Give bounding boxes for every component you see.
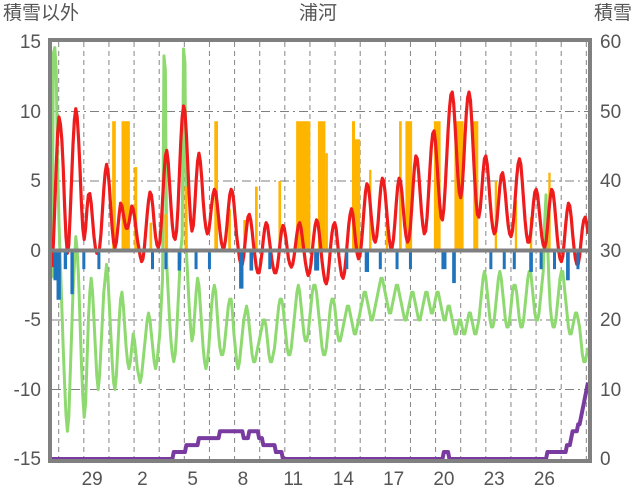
dewpoint-line xyxy=(52,46,588,433)
precipitation-bar xyxy=(63,252,68,270)
snow-depth-line xyxy=(52,382,588,459)
right-tick-10: 10 xyxy=(600,379,622,401)
left-tick-5: 5 xyxy=(30,171,41,192)
precipitation-bar xyxy=(529,252,533,272)
sunshine-bar xyxy=(325,153,328,251)
left-tick-15: 15 xyxy=(19,32,41,53)
precipitation-bar xyxy=(489,252,493,270)
precipitation-bar xyxy=(566,252,570,281)
precipitation-bar xyxy=(364,252,370,272)
sunshine-bar xyxy=(385,222,389,251)
precipitation-bar xyxy=(268,252,272,270)
left-tick--10: -10 xyxy=(13,379,41,401)
left-tick-10: 10 xyxy=(19,101,41,123)
sunshine-bar xyxy=(353,139,361,251)
precipitation-bar xyxy=(194,252,198,270)
x-tick-11: 11 xyxy=(283,469,304,490)
precipitation-bar xyxy=(502,252,506,270)
sunshine-bar xyxy=(214,121,218,251)
left-tick--15: -15 xyxy=(13,449,41,470)
chart-canvas xyxy=(52,42,588,459)
sunshine-bar xyxy=(164,214,168,251)
precipitation-bar xyxy=(239,252,244,289)
right-tick-40: 40 xyxy=(600,171,622,192)
x-tick-17: 17 xyxy=(383,469,405,490)
precipitation-bar xyxy=(56,252,61,300)
precipitation-bar xyxy=(150,252,155,270)
page-title: 浦河 xyxy=(298,3,337,24)
right-tick-30: 30 xyxy=(600,240,622,262)
right-tick-50: 50 xyxy=(600,101,622,123)
right-tick-20: 20 xyxy=(600,310,622,331)
precipitation-bar xyxy=(53,252,58,281)
sunshine-bar xyxy=(112,121,116,251)
precipitation-bar xyxy=(207,252,211,270)
precipitation-bar xyxy=(164,252,168,270)
precipitation-bar xyxy=(249,252,254,271)
sunshine-bar xyxy=(296,121,311,251)
right-tick-0: 0 xyxy=(600,449,611,470)
left-tick-0: 0 xyxy=(30,240,41,262)
precipitation-bar xyxy=(512,252,516,270)
plot-area xyxy=(48,38,592,463)
sunshine-bar xyxy=(121,121,130,251)
left-axis-title: 積雪以外 xyxy=(3,3,80,24)
precipitation-bar xyxy=(82,252,86,270)
right-tick-60: 60 xyxy=(600,32,622,53)
plot-inner xyxy=(52,42,588,459)
sunshine-bar xyxy=(317,121,326,251)
temperature-line xyxy=(52,90,588,286)
precipitation-bar xyxy=(539,252,543,270)
precipitation-bar xyxy=(576,252,580,270)
precipitation-bar xyxy=(97,252,101,270)
precipitation-bar xyxy=(395,252,399,270)
sunshine-bar xyxy=(228,208,231,251)
sunshine-bar xyxy=(149,222,153,251)
sunshine-bar xyxy=(184,186,188,251)
x-tick-23: 23 xyxy=(483,469,505,490)
sunshine-bar xyxy=(278,181,282,251)
x-tick-29: 29 xyxy=(81,469,103,490)
left-tick--5: -5 xyxy=(24,310,41,331)
precipitation-bar xyxy=(441,252,447,270)
precipitation-bar xyxy=(345,252,349,270)
sunshine-bar xyxy=(405,121,413,251)
x-tick-20: 20 xyxy=(433,469,455,490)
precipitation-bar xyxy=(452,252,456,284)
sunshine-bar xyxy=(255,186,258,251)
precipitation-bar xyxy=(408,252,412,270)
precipitation-bar xyxy=(552,252,557,270)
precipitation-bar xyxy=(314,252,320,271)
x-tick-5: 5 xyxy=(187,469,198,490)
x-tick-2: 2 xyxy=(137,469,148,490)
precipitation-bar xyxy=(70,252,74,295)
precipitation-bars xyxy=(53,252,580,300)
x-tick-26: 26 xyxy=(533,469,555,490)
x-tick-14: 14 xyxy=(332,469,354,490)
sunshine-bar xyxy=(514,200,518,251)
sunshine-bar xyxy=(134,167,138,251)
x-tick-8: 8 xyxy=(237,469,249,490)
right-axis-title: 積雪 xyxy=(593,3,632,24)
precipitation-bar xyxy=(177,252,181,271)
precipitation-bar xyxy=(378,252,382,270)
